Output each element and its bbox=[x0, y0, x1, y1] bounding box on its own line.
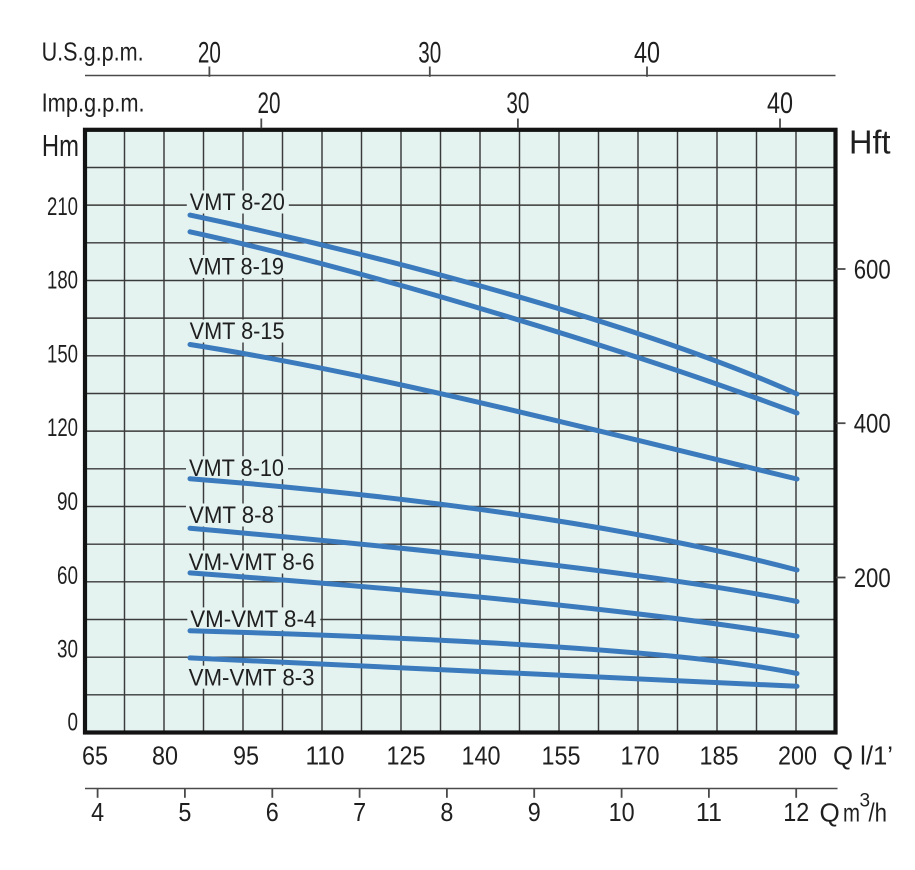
svg-text:200: 200 bbox=[778, 741, 817, 771]
svg-text:95: 95 bbox=[233, 741, 259, 771]
svg-text:600: 600 bbox=[854, 254, 891, 284]
svg-text:Hft: Hft bbox=[849, 124, 891, 161]
svg-text:210: 210 bbox=[47, 193, 78, 221]
svg-text:125: 125 bbox=[387, 741, 426, 771]
svg-text:400: 400 bbox=[854, 409, 891, 439]
svg-text:Imp.g.p.m.: Imp.g.p.m. bbox=[42, 88, 145, 118]
svg-text:30: 30 bbox=[57, 636, 78, 664]
svg-text:180: 180 bbox=[47, 267, 78, 295]
svg-text:65: 65 bbox=[82, 741, 108, 771]
svg-text:VMT 8-15: VMT 8-15 bbox=[190, 318, 285, 345]
svg-text:Hm: Hm bbox=[42, 128, 79, 163]
svg-text:6: 6 bbox=[266, 797, 279, 827]
svg-text:40: 40 bbox=[634, 37, 660, 70]
svg-text:20: 20 bbox=[198, 37, 221, 70]
svg-text:11: 11 bbox=[696, 797, 722, 827]
svg-text:90: 90 bbox=[57, 488, 78, 516]
svg-text:/h: /h bbox=[869, 797, 888, 827]
svg-text:VM-VMT 8-3: VM-VMT 8-3 bbox=[189, 664, 315, 691]
svg-text:30: 30 bbox=[418, 37, 441, 70]
svg-text:40: 40 bbox=[767, 87, 793, 120]
svg-text:60: 60 bbox=[57, 562, 78, 590]
svg-text:120: 120 bbox=[47, 414, 78, 442]
svg-text:200: 200 bbox=[854, 563, 891, 593]
svg-text:Q l/1’: Q l/1’ bbox=[833, 741, 893, 771]
svg-text:VMT 8-19: VMT 8-19 bbox=[189, 254, 284, 281]
svg-text:9: 9 bbox=[528, 797, 541, 827]
svg-text:7: 7 bbox=[353, 797, 366, 827]
svg-text:170: 170 bbox=[621, 741, 660, 771]
svg-text:VMT 8-20: VMT 8-20 bbox=[190, 189, 285, 216]
svg-text:4: 4 bbox=[91, 797, 104, 827]
svg-text:10: 10 bbox=[609, 797, 635, 827]
svg-text:U.S.g.p.m.: U.S.g.p.m. bbox=[42, 37, 144, 67]
svg-text:8: 8 bbox=[440, 797, 453, 827]
svg-text:110: 110 bbox=[306, 741, 345, 771]
svg-text:80: 80 bbox=[152, 741, 178, 771]
svg-text:VM-VMT 8-6: VM-VMT 8-6 bbox=[189, 549, 315, 576]
svg-text:155: 155 bbox=[542, 741, 581, 771]
svg-text:0: 0 bbox=[68, 708, 79, 736]
svg-text:3: 3 bbox=[860, 791, 871, 812]
svg-text:VMT 8-8: VMT 8-8 bbox=[189, 502, 274, 529]
svg-text:VM-VMT 8-4: VM-VMT 8-4 bbox=[190, 606, 316, 633]
svg-text:185: 185 bbox=[700, 741, 739, 771]
svg-text:30: 30 bbox=[506, 87, 529, 120]
svg-text:140: 140 bbox=[462, 741, 501, 771]
svg-text:12: 12 bbox=[783, 797, 809, 827]
svg-text:VMT 8-10: VMT 8-10 bbox=[189, 455, 284, 482]
svg-text:150: 150 bbox=[47, 340, 78, 368]
svg-text:m: m bbox=[843, 797, 860, 827]
svg-text:20: 20 bbox=[258, 87, 281, 120]
svg-text:5: 5 bbox=[178, 797, 191, 827]
svg-text:Q: Q bbox=[820, 797, 840, 827]
